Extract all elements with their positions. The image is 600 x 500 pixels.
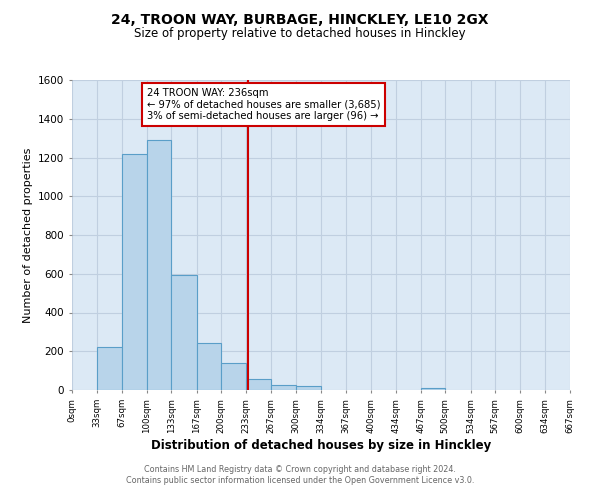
Text: Size of property relative to detached houses in Hinckley: Size of property relative to detached ho…: [134, 28, 466, 40]
Text: 24 TROON WAY: 236sqm
← 97% of detached houses are smaller (3,685)
3% of semi-det: 24 TROON WAY: 236sqm ← 97% of detached h…: [146, 88, 380, 121]
Text: 24, TROON WAY, BURBAGE, HINCKLEY, LE10 2GX: 24, TROON WAY, BURBAGE, HINCKLEY, LE10 2…: [111, 12, 489, 26]
Y-axis label: Number of detached properties: Number of detached properties: [23, 148, 32, 322]
Text: Contains HM Land Registry data © Crown copyright and database right 2024.: Contains HM Land Registry data © Crown c…: [144, 465, 456, 474]
Text: Contains public sector information licensed under the Open Government Licence v3: Contains public sector information licen…: [126, 476, 474, 485]
X-axis label: Distribution of detached houses by size in Hinckley: Distribution of detached houses by size …: [151, 440, 491, 452]
Bar: [146, 140, 172, 390]
Bar: [172, 274, 197, 390]
Bar: [122, 154, 146, 390]
Bar: [221, 363, 246, 390]
Bar: [197, 342, 221, 390]
Bar: [271, 385, 296, 390]
Bar: [296, 386, 322, 390]
Bar: [97, 348, 122, 390]
Bar: [246, 380, 271, 390]
Bar: [421, 388, 445, 390]
